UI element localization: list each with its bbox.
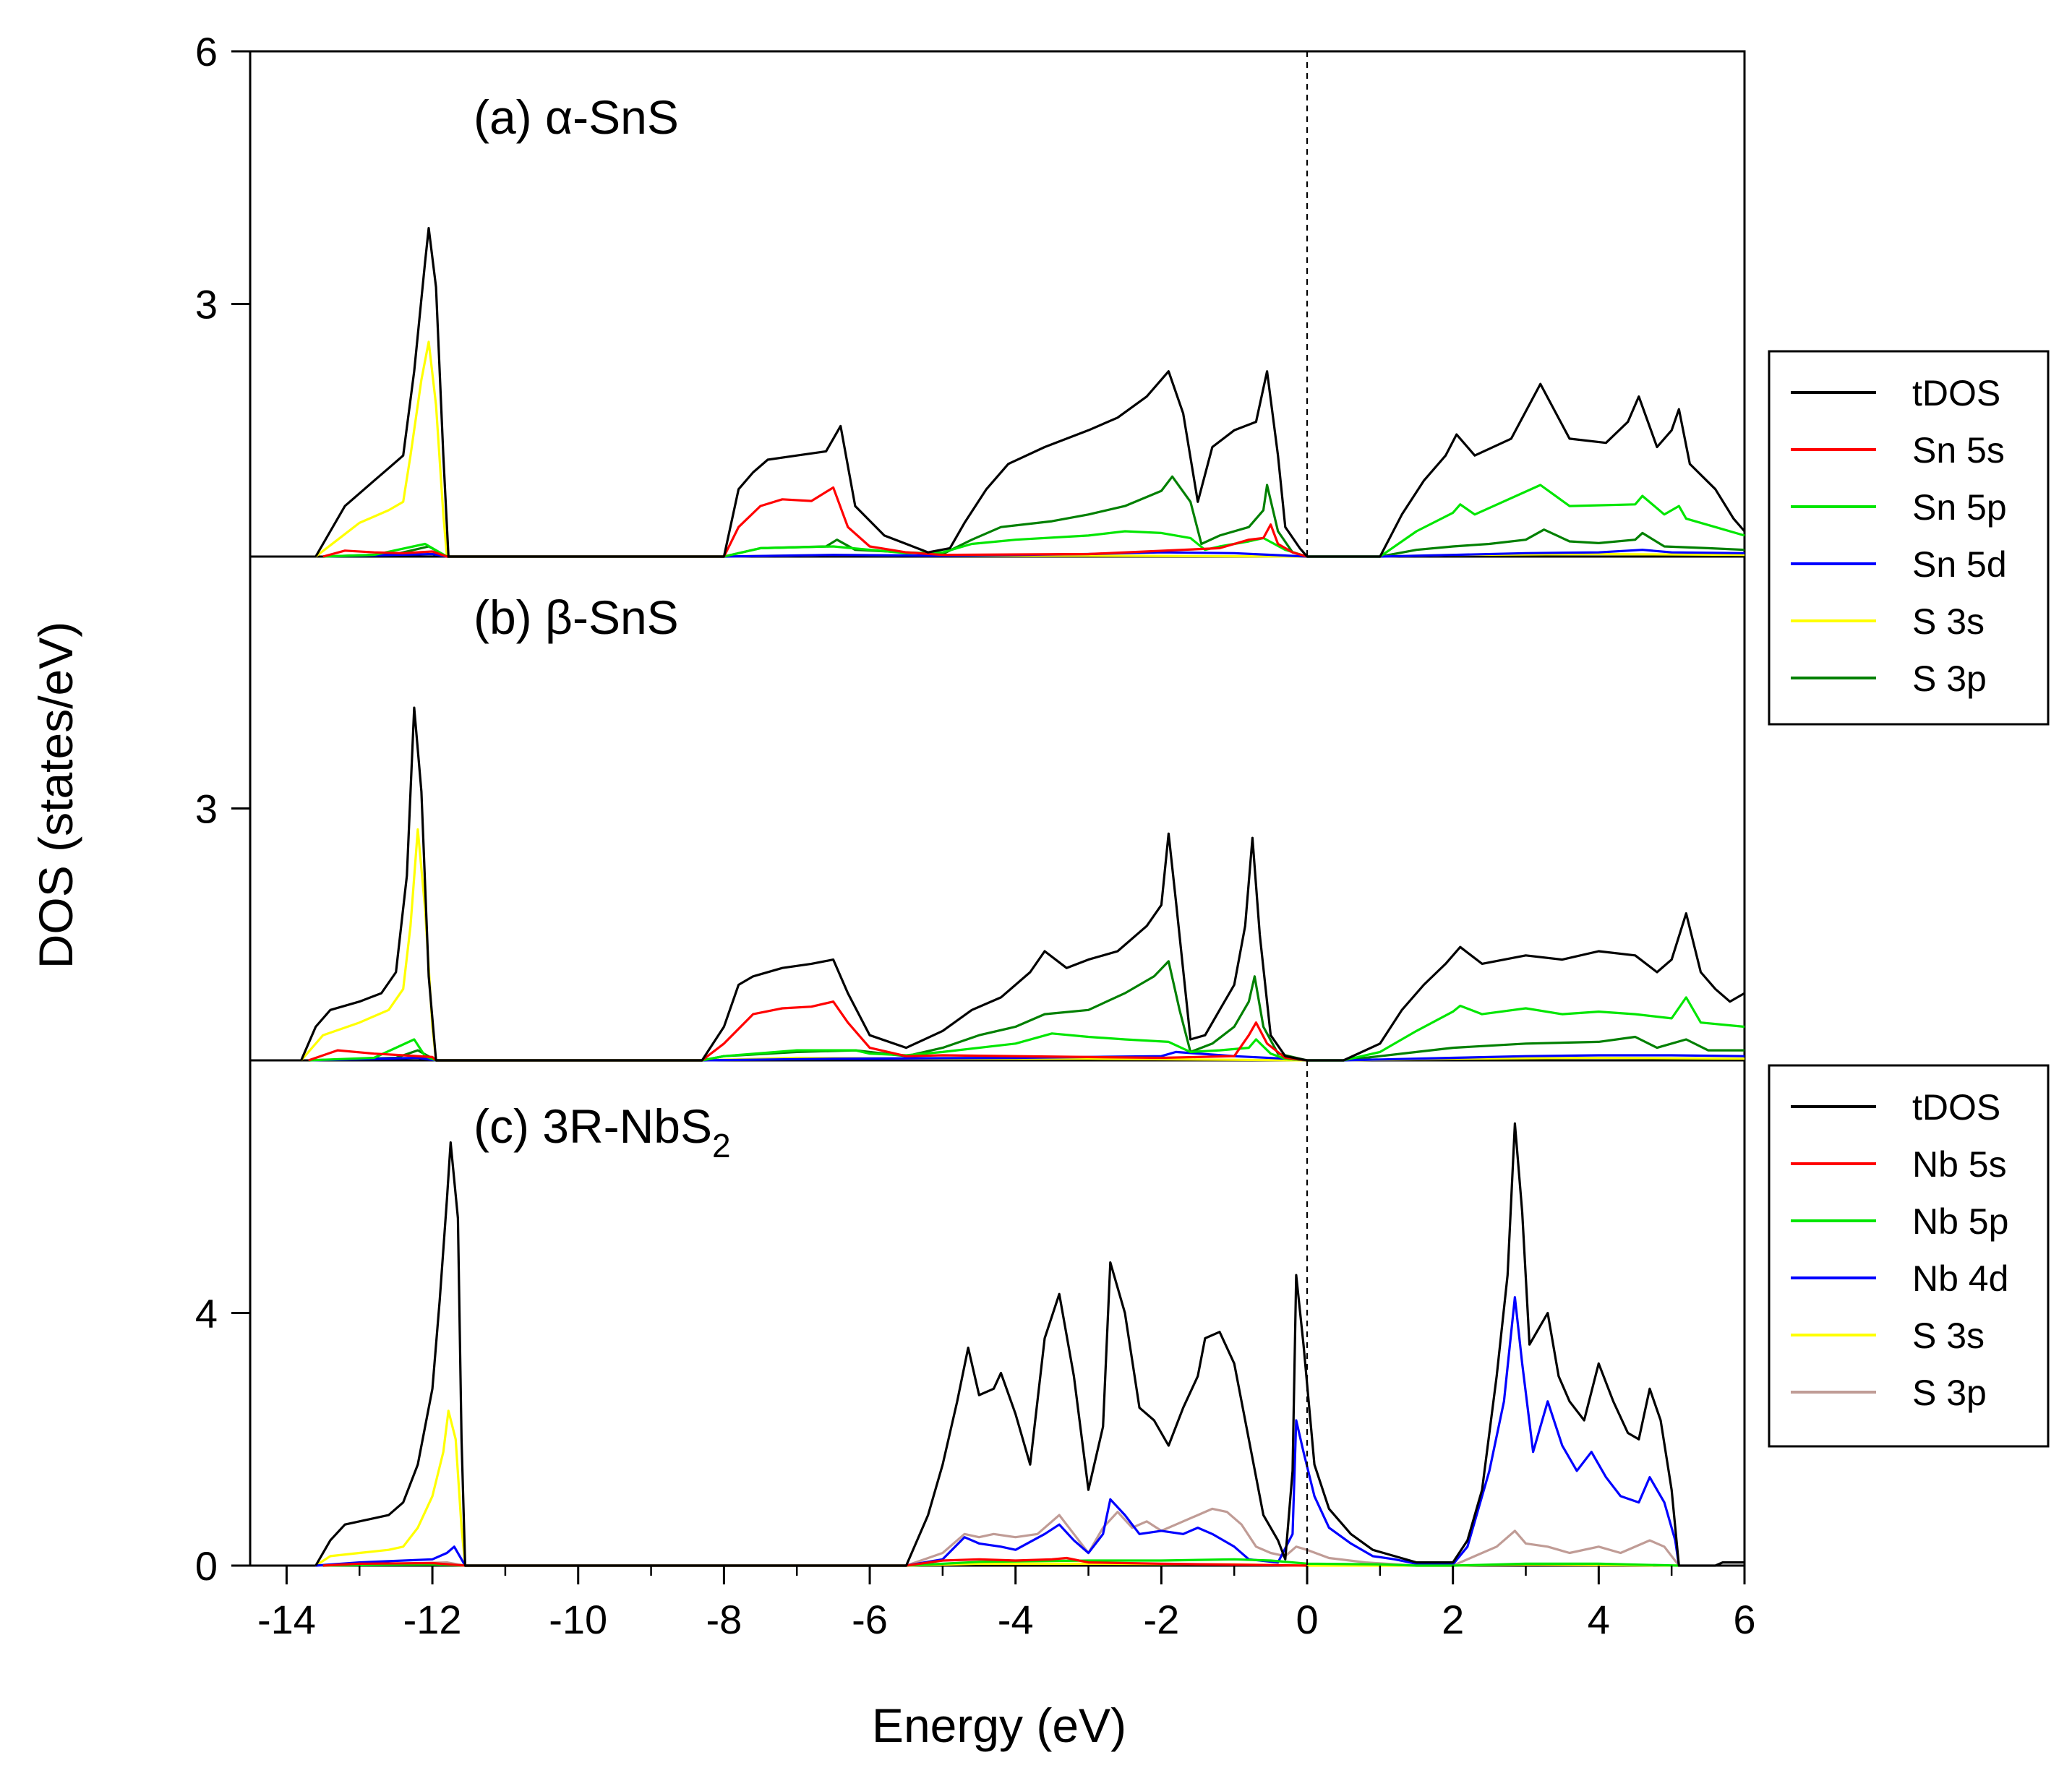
legend-label-s-3s: S 3s (1912, 601, 1985, 642)
panel-c-title: (c) 3R-NbS2 (474, 1099, 731, 1164)
panel-b-title: (b) β-SnS (474, 591, 679, 644)
panel-c-series-s-3p (315, 1507, 1680, 1567)
panel-a-ytick-label-3: 3 (195, 282, 218, 327)
legend-box (1768, 350, 2050, 726)
legend-panel-a: tDOS Sn 5s Sn 5p Sn 5d S 3s S 3p (1768, 350, 2050, 726)
legend-label-s-3p: S 3p (1912, 1373, 1987, 1413)
series-layer (300, 227, 1746, 1567)
xtick-label-2: 2 (1442, 1597, 1464, 1642)
legend-label-s-3s: S 3s (1912, 1316, 1985, 1356)
xtick-label--4: -4 (998, 1597, 1034, 1642)
panel-b-series-tdos (300, 706, 1745, 1062)
legend-label-nb-4d: Nb 4d (1912, 1258, 2008, 1299)
legend-label-s-3p: S 3p (1912, 658, 1987, 699)
x-axis-title: Energy (eV) (872, 1699, 1126, 1752)
panel-c-series-nb-4d (315, 1296, 1680, 1567)
panel-c-ytick-label-4: 4 (195, 1291, 218, 1336)
legend-label-tdos: tDOS (1912, 1087, 2000, 1128)
panel-b-ytick-label-3: 3 (195, 786, 218, 832)
panel-a-ytick-label-6: 6 (195, 29, 218, 74)
panel-a-series-s-3p (322, 475, 1745, 558)
legend-label-sn-5s: Sn 5s (1912, 430, 2005, 471)
panel-b-series-sn-5p (308, 996, 1745, 1062)
xtick-label-4: 4 (1588, 1597, 1610, 1642)
legend-box (1768, 1064, 2050, 1448)
xtick-label--2: -2 (1143, 1597, 1179, 1642)
panel-a-title: (a) α-SnS (474, 90, 679, 144)
xtick-label-6: 6 (1733, 1597, 1755, 1642)
legend-panel-c: tDOS Nb 5s Nb 5p Nb 4d S 3s S 3p (1768, 1064, 2050, 1448)
legend-label-sn-5p: Sn 5p (1912, 487, 2007, 528)
legend-label-tdos: tDOS (1912, 373, 2000, 413)
y-axis-layer: 3 6 3 0 4 (195, 29, 250, 1589)
xtick-label--14: -14 (257, 1597, 316, 1642)
panel-c-series-tdos (314, 1122, 1744, 1567)
xtick-label--6: -6 (852, 1597, 888, 1642)
xtick-label--8: -8 (706, 1597, 742, 1642)
xtick-label--10: -10 (549, 1597, 607, 1642)
panel-c-series-nb-5s (322, 1556, 1308, 1567)
xtick-label-0: 0 (1296, 1597, 1318, 1642)
panel-b-series-sn-5s (308, 1000, 1308, 1062)
x-axis-layer: -14 -12 -10 -8 -6 -4 -2 0 2 4 6 (257, 1566, 1756, 1642)
legend-label-nb-5p: Nb 5p (1912, 1201, 2008, 1242)
panel-titles: (a) α-SnS (b) β-SnS (c) 3R-NbS2 (474, 90, 731, 1164)
legend-label-nb-5s: Nb 5s (1912, 1144, 2007, 1185)
y-axis-title: DOS (states/eV) (29, 622, 82, 969)
panel-c-ytick-label-0: 0 (195, 1543, 218, 1589)
xtick-label--12: -12 (403, 1597, 462, 1642)
legend-layer: tDOS Sn 5s Sn 5p Sn 5d S 3s S 3p tDOS Nb 5s Nb 5… (1768, 350, 2050, 1448)
panel-a-series-tdos (314, 227, 1746, 558)
panel-a-series-sn-5s (322, 486, 1308, 558)
legend-label-sn-5d: Sn 5d (1912, 544, 2007, 585)
